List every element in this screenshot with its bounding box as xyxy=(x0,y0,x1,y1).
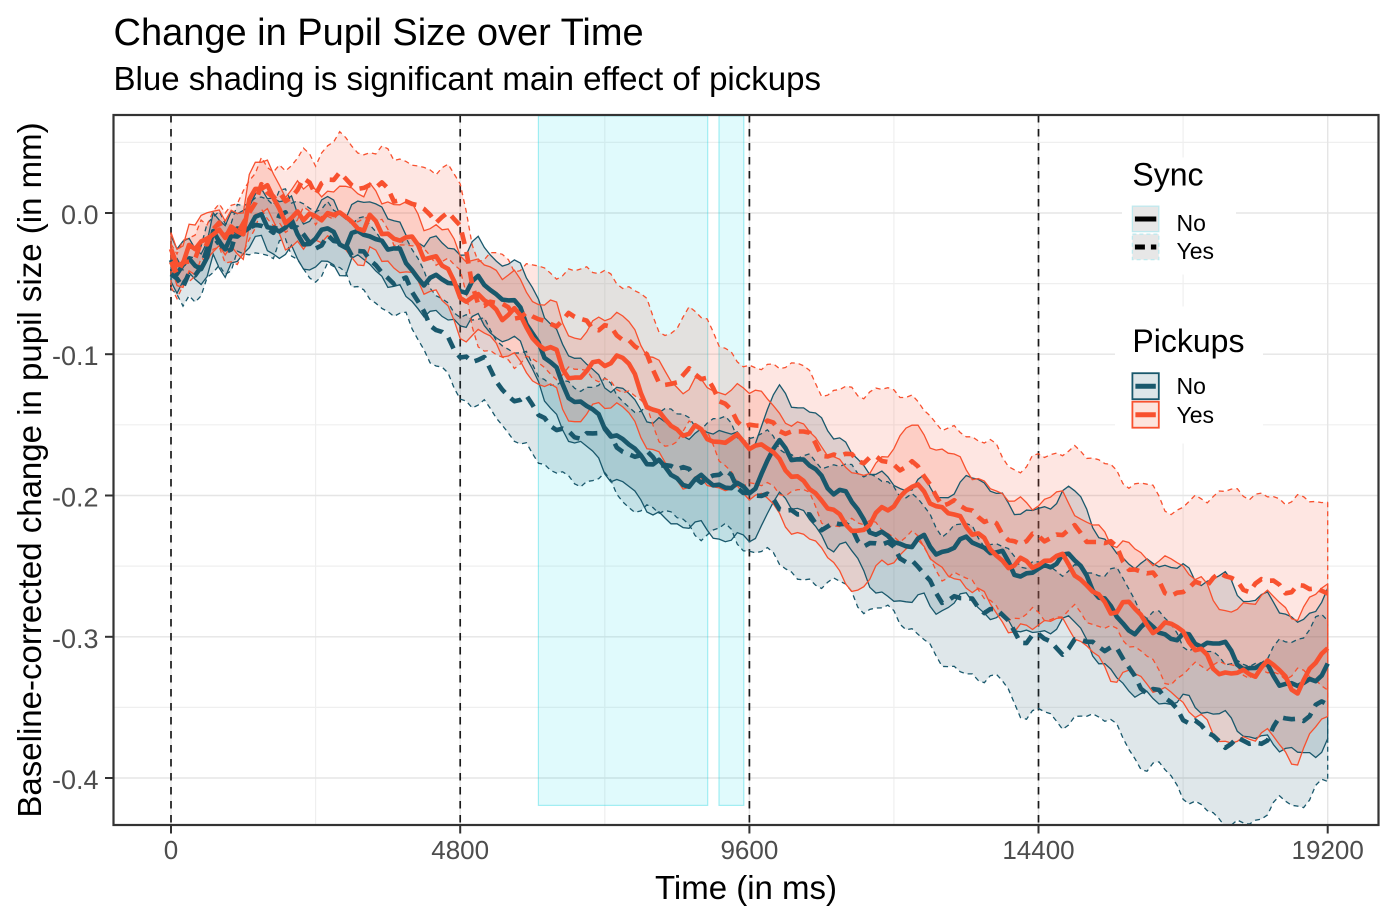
svg-text:Baseline-corrected change in p: Baseline-corrected change in pupil size … xyxy=(11,122,48,817)
svg-text:-0.3: -0.3 xyxy=(52,624,99,654)
svg-text:Yes: Yes xyxy=(1177,402,1215,428)
svg-text:-0.1: -0.1 xyxy=(52,341,99,371)
svg-text:Sync: Sync xyxy=(1132,157,1203,193)
svg-text:9600: 9600 xyxy=(720,835,778,865)
svg-text:No: No xyxy=(1177,373,1206,399)
svg-text:14400: 14400 xyxy=(1002,835,1074,865)
svg-text:Blue shading is significant ma: Blue shading is significant main effect … xyxy=(114,60,821,97)
svg-text:Time (in ms): Time (in ms) xyxy=(655,869,837,906)
svg-text:-0.2: -0.2 xyxy=(52,483,99,513)
svg-text:Pickups: Pickups xyxy=(1132,323,1244,359)
svg-text:No: No xyxy=(1177,210,1206,236)
svg-text:Yes: Yes xyxy=(1177,238,1215,264)
svg-text:0.0: 0.0 xyxy=(61,200,99,230)
svg-text:-0.4: -0.4 xyxy=(52,765,99,795)
svg-text:4800: 4800 xyxy=(431,835,489,865)
svg-text:Change in Pupil Size over Time: Change in Pupil Size over Time xyxy=(114,12,644,54)
svg-text:19200: 19200 xyxy=(1292,835,1364,865)
svg-text:0: 0 xyxy=(164,835,178,865)
